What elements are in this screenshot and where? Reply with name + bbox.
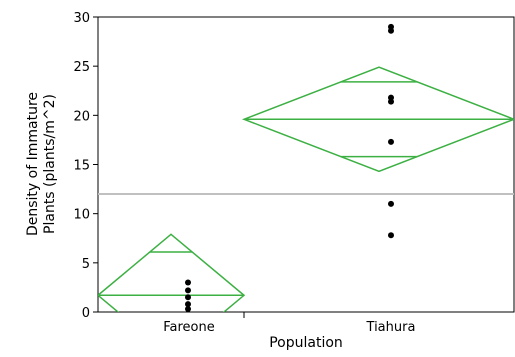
means-diamond <box>241 66 514 173</box>
y-tick-label: 10 <box>73 208 90 223</box>
data-point <box>185 301 191 308</box>
data-point <box>185 306 191 313</box>
y-tick-label: 20 <box>73 109 90 124</box>
data-point <box>388 200 394 207</box>
y-axis: 0 5 10 15 20 25 30 <box>73 11 98 321</box>
data-point <box>388 98 394 105</box>
data-point <box>185 294 191 301</box>
data-point <box>388 232 394 239</box>
y-tick-label: 30 <box>73 11 90 26</box>
y-tick-label: 5 <box>82 257 90 272</box>
x-tick-label: Tiahura <box>366 320 416 335</box>
x-axis-title: Population <box>269 335 343 351</box>
data-point <box>185 287 191 294</box>
y-tick-label: 15 <box>73 159 90 174</box>
y-axis-title-line-1: Density of Immature <box>25 92 41 236</box>
y-tick-label: 0 <box>82 306 90 321</box>
x-axis: Fareone Tiahura <box>163 312 415 335</box>
data-point <box>388 138 394 145</box>
y-tick-label: 25 <box>73 60 90 75</box>
y-axis-title-line-2: Plants (plants/m^2) <box>42 94 58 234</box>
data-point <box>388 27 394 34</box>
plot-area <box>97 16 515 313</box>
data-point <box>185 279 191 286</box>
x-tick-label: Fareone <box>163 320 215 335</box>
